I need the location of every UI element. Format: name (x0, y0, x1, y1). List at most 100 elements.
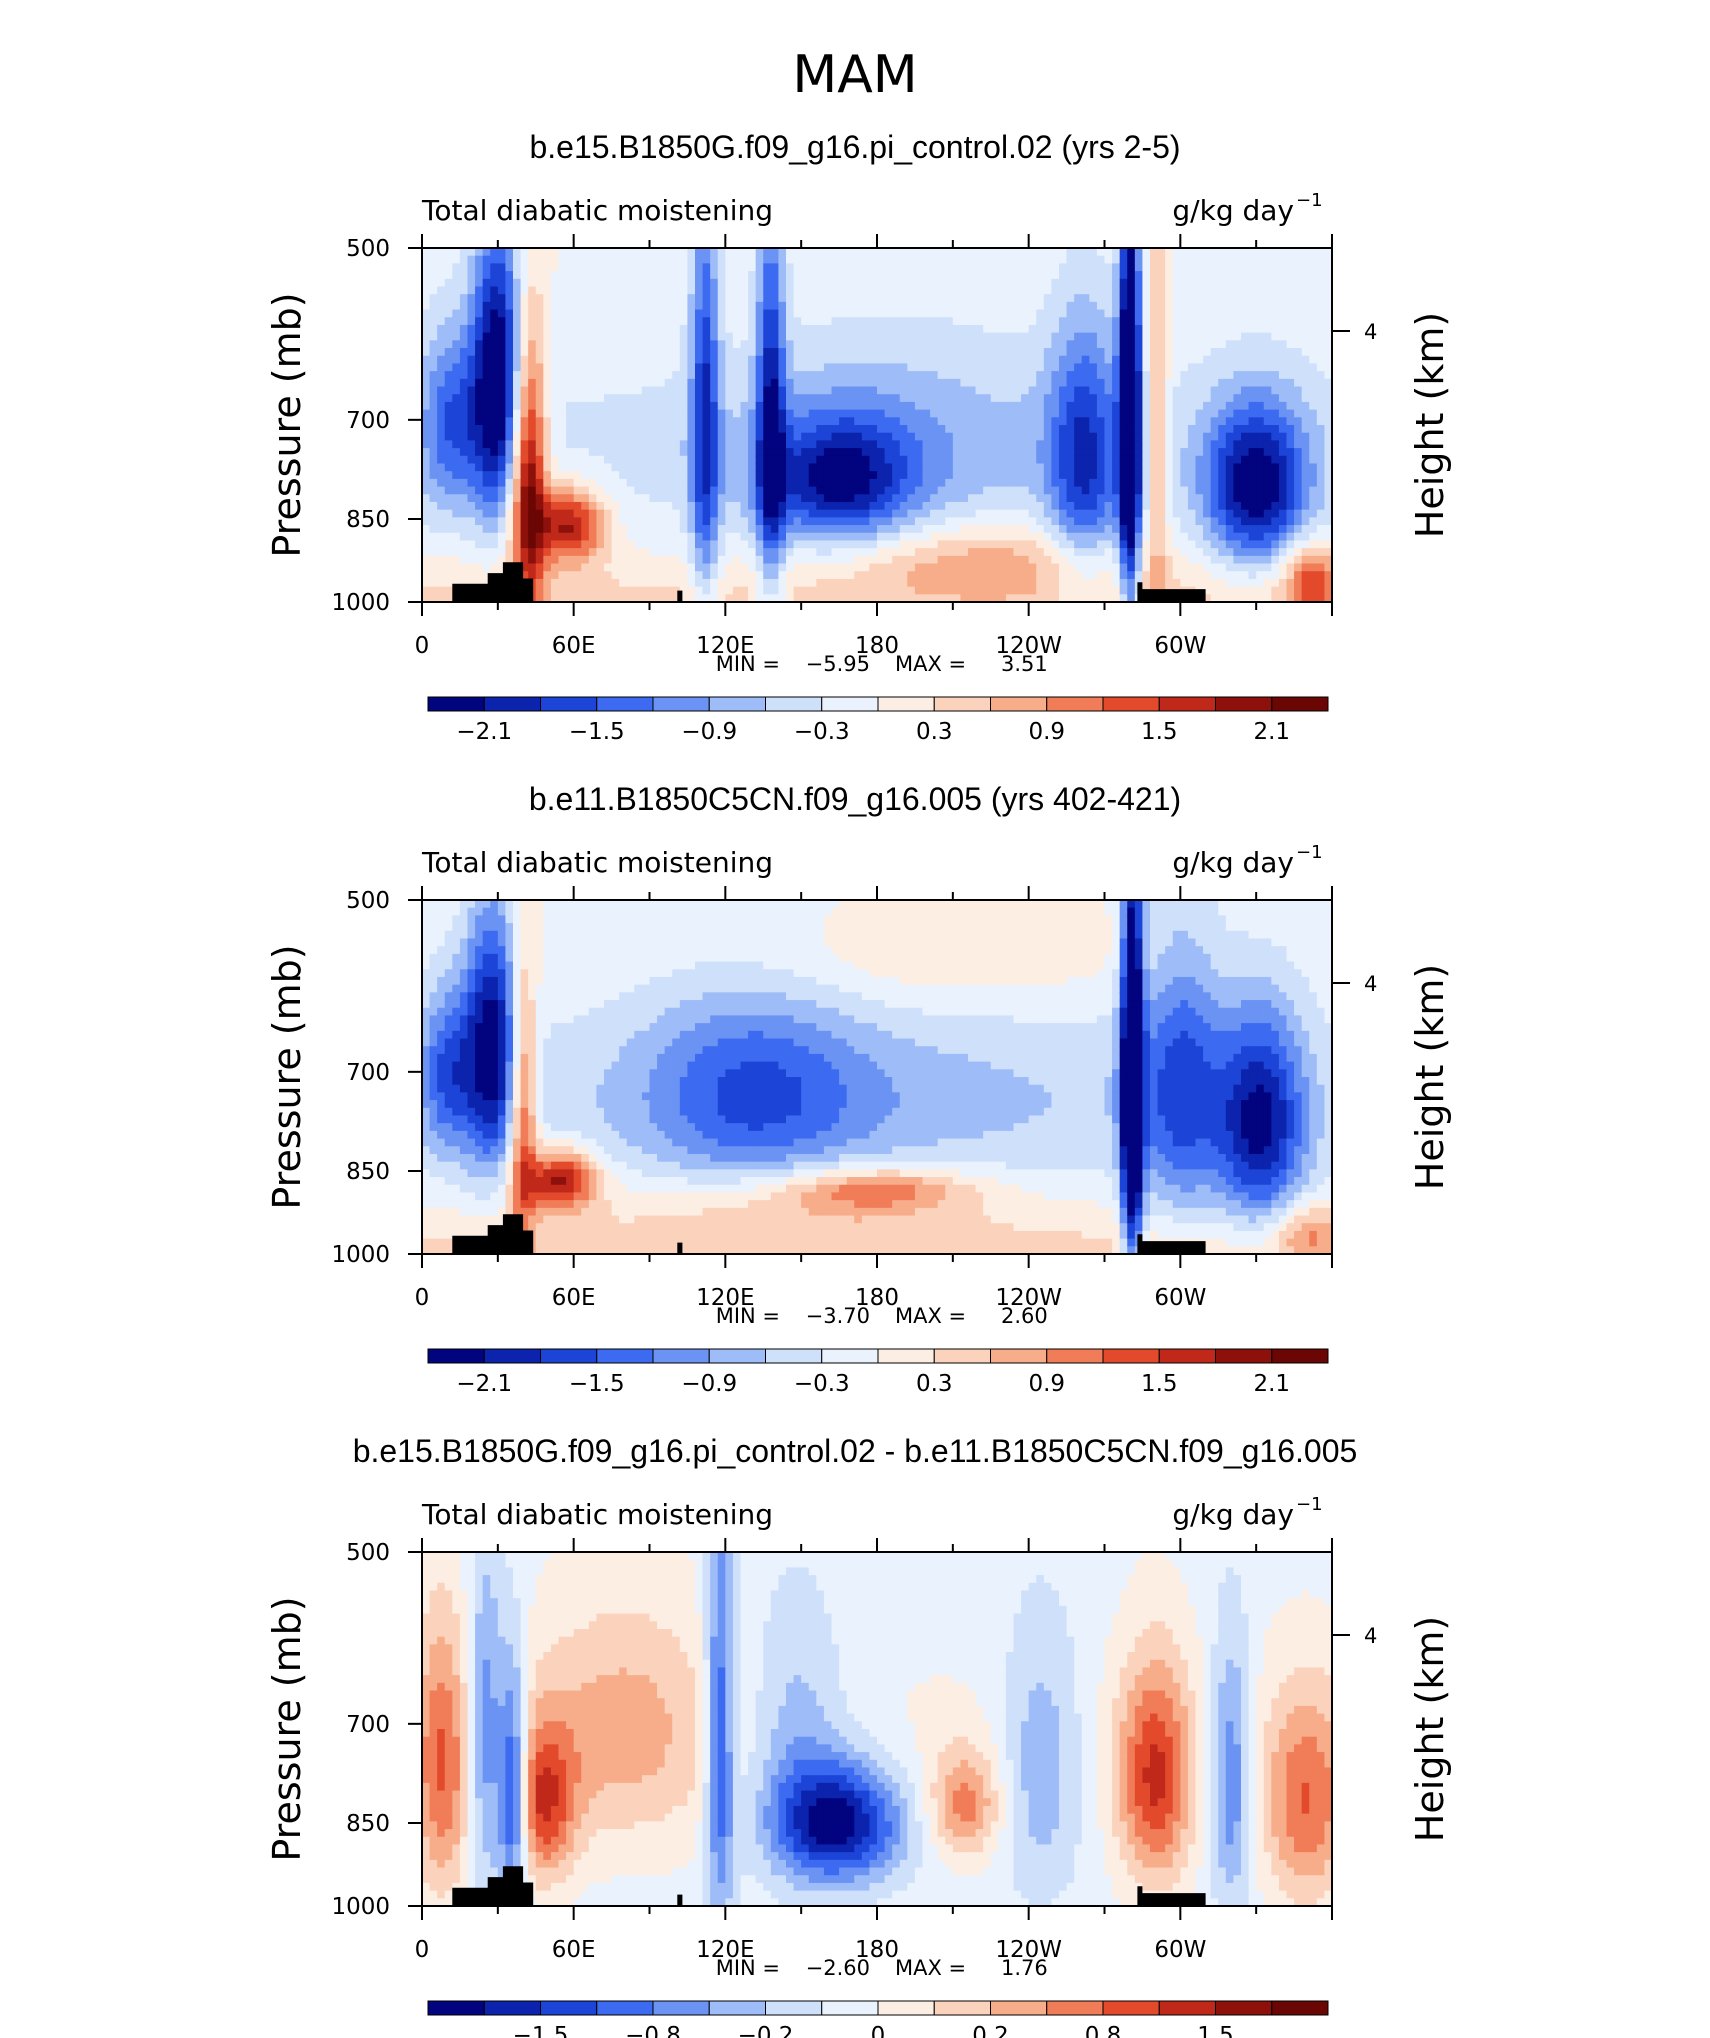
heatmap-cell (536, 310, 544, 318)
heatmap-cell (566, 387, 574, 395)
heatmap-cell (786, 394, 794, 402)
heatmap-cell (1196, 471, 1204, 479)
heatmap-cell (505, 333, 513, 341)
heatmap-cell (604, 379, 612, 387)
heatmap-cell (1014, 387, 1022, 395)
heatmap-cell (1082, 317, 1090, 325)
heatmap-cell (1051, 479, 1059, 487)
heatmap-cell (1051, 463, 1059, 471)
heatmap-cell (1218, 510, 1226, 518)
heatmap-cell (445, 294, 453, 302)
heatmap-cell (869, 348, 877, 356)
heatmap-cell (945, 425, 953, 433)
heatmap-cell (430, 317, 438, 325)
heatmap-cell (778, 448, 786, 456)
heatmap-cell (634, 294, 642, 302)
heatmap-cell (741, 564, 749, 572)
heatmap-cell (1029, 587, 1037, 595)
heatmap-cell (923, 356, 931, 364)
heatmap-cell (543, 410, 551, 418)
heatmap-cell (1112, 463, 1120, 471)
heatmap-cell (832, 302, 840, 310)
heatmap-cell (483, 371, 491, 379)
heatmap-cell (468, 387, 476, 395)
heatmap-cell (847, 533, 855, 541)
heatmap-cell (945, 540, 953, 548)
heatmap-cell (748, 325, 756, 333)
heatmap-cell (1233, 510, 1241, 518)
heatmap-cell (665, 463, 673, 471)
heatmap-cell (703, 410, 711, 418)
heatmap-cell (710, 279, 718, 287)
heatmap-cell (1051, 502, 1059, 510)
heatmap-cell (809, 556, 817, 564)
heatmap-cell (521, 510, 529, 518)
heatmap-cell (1211, 517, 1219, 525)
heatmap-cell (657, 286, 665, 294)
heatmap-cell (604, 417, 612, 425)
heatmap-cell (786, 410, 794, 418)
heatmap-cell (536, 579, 544, 587)
heatmap-cell (733, 494, 741, 502)
heatmap-cell (930, 325, 938, 333)
heatmap-cell (1074, 310, 1082, 318)
heatmap-cell (619, 564, 627, 572)
heatmap-cell (1051, 564, 1059, 572)
heatmap-cell (574, 294, 582, 302)
heatmap-cell (657, 279, 665, 287)
heatmap-cell (998, 571, 1006, 579)
heatmap-cell (854, 587, 862, 595)
heatmap-cell (513, 271, 521, 279)
heatmap-cell (468, 540, 476, 548)
heatmap-cell (634, 587, 642, 595)
heatmap-cell (794, 402, 802, 410)
heatmap-cell (521, 533, 529, 541)
heatmap-cell (703, 256, 711, 264)
heatmap-cell (718, 263, 726, 271)
heatmap-cell (1226, 479, 1234, 487)
heatmap-cell (741, 456, 749, 464)
heatmap-cell (862, 533, 870, 541)
heatmap-cell (1036, 525, 1044, 533)
heatmap-cell (923, 417, 931, 425)
heatmap-cell (430, 494, 438, 502)
heatmap-cell (892, 487, 900, 495)
heatmap-cell (976, 325, 984, 333)
heatmap-cell (619, 525, 627, 533)
heatmap-cell (960, 325, 968, 333)
heatmap-cell (847, 310, 855, 318)
heatmap-cell (976, 317, 984, 325)
heatmap-cell (877, 317, 885, 325)
heatmap-cell (938, 348, 946, 356)
heatmap-cell (1135, 340, 1143, 348)
heatmap-cell (1029, 340, 1037, 348)
heatmap-cell (437, 340, 445, 348)
heatmap-cell (430, 440, 438, 448)
heatmap-cell (968, 579, 976, 587)
heatmap-cell (968, 363, 976, 371)
heatmap-cell (619, 263, 627, 271)
heatmap-cell (1180, 494, 1188, 502)
heatmap-cell (1029, 463, 1037, 471)
heatmap-cell (1150, 402, 1158, 410)
heatmap-cell (1218, 571, 1226, 579)
heatmap-cell (1135, 471, 1143, 479)
heatmap-cell (498, 348, 506, 356)
heatmap-cell (1173, 394, 1181, 402)
heatmap-cell (1044, 286, 1052, 294)
heatmap-cell (627, 340, 635, 348)
heatmap-cell (536, 348, 544, 356)
heatmap-cell (1120, 494, 1128, 502)
heatmap-cell (437, 533, 445, 541)
heatmap-cell (741, 325, 749, 333)
heatmap-cell (422, 556, 430, 564)
heatmap-cell (468, 564, 476, 572)
heatmap-cell (923, 564, 931, 572)
heatmap-cell (505, 487, 513, 495)
heatmap-cell (498, 494, 506, 502)
heatmap-cell (1089, 279, 1097, 287)
heatmap-cell (581, 417, 589, 425)
heatmap-cell (543, 325, 551, 333)
heatmap-cell (650, 402, 658, 410)
heatmap-cell (703, 510, 711, 518)
